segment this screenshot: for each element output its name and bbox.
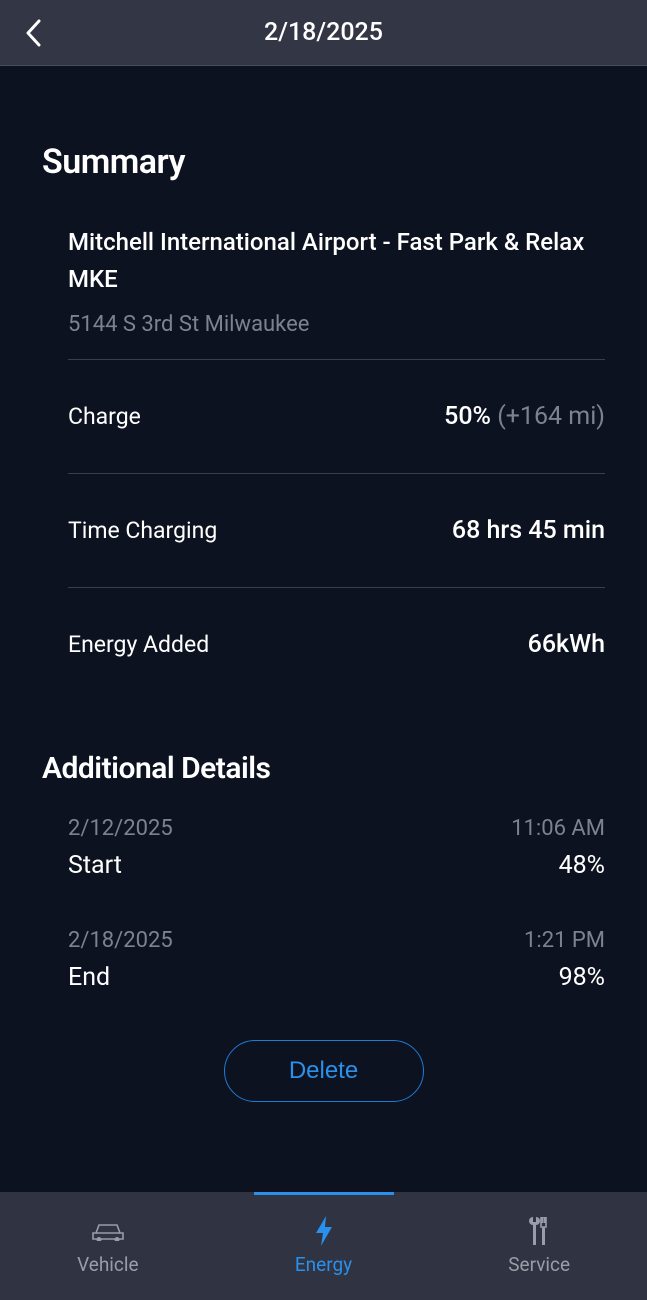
charge-label: Charge — [68, 403, 141, 430]
energy-added-label: Energy Added — [68, 631, 209, 658]
tab-vehicle[interactable]: Vehicle — [0, 1192, 216, 1300]
back-button[interactable] — [0, 0, 66, 66]
energy-added-value: 66kWh — [528, 630, 605, 659]
end-date: 2/18/2025 — [68, 928, 173, 953]
car-icon — [91, 1217, 125, 1245]
tab-service-label: Service — [508, 1253, 570, 1276]
chevron-left-icon — [24, 19, 42, 47]
tab-service[interactable]: Service — [431, 1192, 647, 1300]
tools-icon — [527, 1217, 551, 1245]
start-percent: 48% — [559, 851, 605, 880]
location-address: 5144 S 3rd St Milwaukee — [68, 312, 605, 337]
charge-row: Charge 50% (+164 mi) — [68, 360, 605, 473]
charge-miles: (+164 mi) — [497, 402, 605, 431]
tab-bar: Vehicle Energy Service — [0, 1192, 647, 1300]
summary-heading: Summary — [42, 142, 605, 182]
time-charging-row: Time Charging 68 hrs 45 min — [68, 474, 605, 587]
start-date: 2/12/2025 — [68, 816, 173, 841]
summary-section: Mitchell International Airport - Fast Pa… — [42, 224, 605, 701]
delete-button[interactable]: Delete — [224, 1040, 424, 1102]
end-time: 1:21 PM — [524, 928, 605, 953]
additional-section: 2/12/2025 11:06 AM Start 48% 2/18/2025 1… — [42, 816, 605, 992]
time-charging-value: 68 hrs 45 min — [452, 516, 605, 545]
start-time: 11:06 AM — [511, 816, 605, 841]
energy-added-row: Energy Added 66kWh — [68, 588, 605, 701]
additional-heading: Additional Details — [42, 751, 605, 786]
end-label: End — [68, 963, 110, 992]
start-block: 2/12/2025 11:06 AM Start 48% — [68, 816, 605, 880]
end-block: 2/18/2025 1:21 PM End 98% — [68, 928, 605, 992]
top-bar: 2/18/2025 — [0, 0, 647, 66]
charge-percent: 50% — [444, 402, 491, 431]
start-label: Start — [68, 851, 122, 880]
location-name: Mitchell International Airport - Fast Pa… — [68, 224, 605, 298]
time-charging-label: Time Charging — [68, 517, 217, 544]
lightning-icon — [314, 1217, 334, 1245]
tab-energy-label: Energy — [295, 1253, 352, 1276]
tab-energy[interactable]: Energy — [216, 1192, 432, 1300]
page-title: 2/18/2025 — [0, 18, 647, 47]
charge-value: 50% (+164 mi) — [444, 402, 605, 431]
tab-vehicle-label: Vehicle — [77, 1253, 139, 1276]
end-percent: 98% — [559, 963, 605, 992]
content: Summary Mitchell International Airport -… — [0, 142, 647, 1102]
